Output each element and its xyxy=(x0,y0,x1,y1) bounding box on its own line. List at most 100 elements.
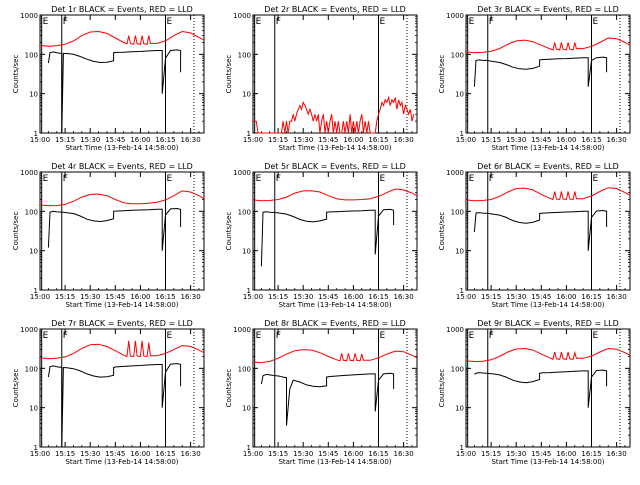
x-tick-label: 16:15 xyxy=(581,293,601,301)
x-tick-label: 15:30 xyxy=(80,293,100,301)
marker-label: F xyxy=(63,331,68,341)
y-tick-label: 100 xyxy=(451,208,464,216)
x-tick-label: 15:30 xyxy=(506,450,526,458)
x-tick-label: 15:30 xyxy=(293,136,313,144)
x-tick-label: 16:30 xyxy=(394,450,414,458)
marker-label: E xyxy=(380,174,386,184)
x-tick-label: 16:15 xyxy=(581,136,601,144)
series-line-lld xyxy=(39,30,205,47)
x-tick-label: 15:15 xyxy=(481,450,501,458)
marker-label: E xyxy=(167,331,173,341)
y-tick-label: 10 xyxy=(455,248,464,256)
panel-det-6: Det 6r BLACK = Events, RED = LLD 1 10 100 10… xyxy=(438,162,631,309)
panel-det-4: Det 4r BLACK = Events, RED = LLD 1 10 100 10… xyxy=(12,162,205,309)
series-line-lld xyxy=(465,347,631,363)
y-tick-label: 1000 xyxy=(233,326,251,334)
marker-label: F xyxy=(276,331,281,341)
x-tick-label: 16:30 xyxy=(607,136,627,144)
x-tick-label: 15:30 xyxy=(293,293,313,301)
panel-det-9: Det 9r BLACK = Events, RED = LLD 1 10 100 10… xyxy=(438,319,631,466)
x-axis-label: Start Time (13-Feb-14 14:58:00) xyxy=(65,301,178,309)
x-tick-label: 16:00 xyxy=(343,136,363,144)
x-tick-label: 15:00 xyxy=(243,293,263,301)
panel-det-7: Det 7r BLACK = Events, RED = LLD 1 10 100 10… xyxy=(12,319,205,466)
panel-title: Det 8r BLACK = Events, RED = LLD xyxy=(264,319,406,328)
y-tick-label: 100 xyxy=(25,51,38,59)
x-tick-label: 15:00 xyxy=(30,293,50,301)
x-axis-label: Start Time (13-Feb-14 14:58:00) xyxy=(65,458,178,466)
x-tick-label: 16:00 xyxy=(556,450,576,458)
y-tick-label: 10 xyxy=(29,91,38,99)
y-tick-label: 10 xyxy=(242,405,251,413)
x-tick-label: 15:15 xyxy=(268,450,288,458)
x-axis-label: Start Time (13-Feb-14 14:58:00) xyxy=(278,458,391,466)
x-tick-label: 16:15 xyxy=(368,293,388,301)
y-axis-label: Counts/sec xyxy=(225,212,233,251)
y-tick-label: 10 xyxy=(455,91,464,99)
x-tick-label: 15:15 xyxy=(55,136,75,144)
panel-title: Det 6r BLACK = Events, RED = LLD xyxy=(477,162,619,171)
x-tick-label: 16:00 xyxy=(130,136,150,144)
marker-label: E xyxy=(256,17,262,27)
y-tick-label: 1000 xyxy=(446,326,464,334)
marker-label: F xyxy=(63,17,68,27)
panel-det-2: Det 2r BLACK = Events, RED = LLD 1 10 100 10… xyxy=(225,5,418,152)
plot-frame xyxy=(252,171,418,291)
marker-label: F xyxy=(489,17,494,27)
y-tick-label: 1 xyxy=(460,287,464,295)
x-tick-label: 15:45 xyxy=(105,136,125,144)
y-tick-label: 1000 xyxy=(446,12,464,20)
series-line-events xyxy=(474,369,608,408)
x-tick-label: 16:30 xyxy=(394,136,414,144)
y-axis-label: Counts/sec xyxy=(12,55,20,94)
series-line-lld xyxy=(252,349,418,364)
y-tick-label: 100 xyxy=(25,365,38,373)
x-tick-label: 15:15 xyxy=(481,136,501,144)
x-tick-label: 15:45 xyxy=(531,293,551,301)
y-tick-label: 100 xyxy=(238,208,251,216)
x-axis-label: Start Time (13-Feb-14 14:58:00) xyxy=(65,144,178,152)
x-tick-label: 16:00 xyxy=(556,136,576,144)
series-line-events xyxy=(260,372,395,426)
y-tick-label: 1 xyxy=(460,444,464,452)
y-tick-label: 1 xyxy=(34,287,38,295)
y-tick-label: 100 xyxy=(451,365,464,373)
x-tick-label: 15:00 xyxy=(456,450,476,458)
x-tick-label: 16:15 xyxy=(155,450,175,458)
marker-label: E xyxy=(167,17,173,27)
marker-label: E xyxy=(43,174,49,184)
x-tick-label: 16:00 xyxy=(343,293,363,301)
x-tick-label: 16:15 xyxy=(581,450,601,458)
y-tick-label: 10 xyxy=(242,248,251,256)
series-line-lld xyxy=(253,95,415,134)
plot-frame xyxy=(252,328,418,448)
panel-title: Det 7r BLACK = Events, RED = LLD xyxy=(51,319,193,328)
marker-label: E xyxy=(593,174,599,184)
panel-title: Det 4r BLACK = Events, RED = LLD xyxy=(51,162,193,171)
x-tick-label: 16:30 xyxy=(394,293,414,301)
series-line-lld xyxy=(39,190,205,207)
marker-label: E xyxy=(43,331,49,341)
y-tick-label: 1000 xyxy=(233,12,251,20)
y-tick-label: 1000 xyxy=(233,169,251,177)
x-tick-label: 15:30 xyxy=(506,293,526,301)
x-tick-label: 15:00 xyxy=(30,450,50,458)
x-tick-label: 16:15 xyxy=(155,293,175,301)
x-axis-label: Start Time (13-Feb-14 14:58:00) xyxy=(491,301,604,309)
x-tick-label: 16:00 xyxy=(130,450,150,458)
x-tick-label: 15:00 xyxy=(30,136,50,144)
y-axis-label: Counts/sec xyxy=(438,369,446,408)
panel-det-5: Det 5r BLACK = Events, RED = LLD 1 10 100 10… xyxy=(225,162,418,309)
x-tick-label: 16:30 xyxy=(607,293,627,301)
y-axis-label: Counts/sec xyxy=(12,369,20,408)
y-axis-label: Counts/sec xyxy=(225,369,233,408)
y-axis-label: Counts/sec xyxy=(225,55,233,94)
plot-frame xyxy=(465,328,631,448)
x-tick-label: 15:45 xyxy=(531,136,551,144)
x-tick-label: 16:00 xyxy=(130,293,150,301)
x-tick-label: 15:45 xyxy=(105,293,125,301)
panel-title: Det 5r BLACK = Events, RED = LLD xyxy=(264,162,406,171)
marker-label: E xyxy=(256,174,262,184)
panel-det-1: Det 1r BLACK = Events, RED = LLD 1 10 100 10… xyxy=(12,5,205,152)
series-line-events xyxy=(473,209,608,251)
